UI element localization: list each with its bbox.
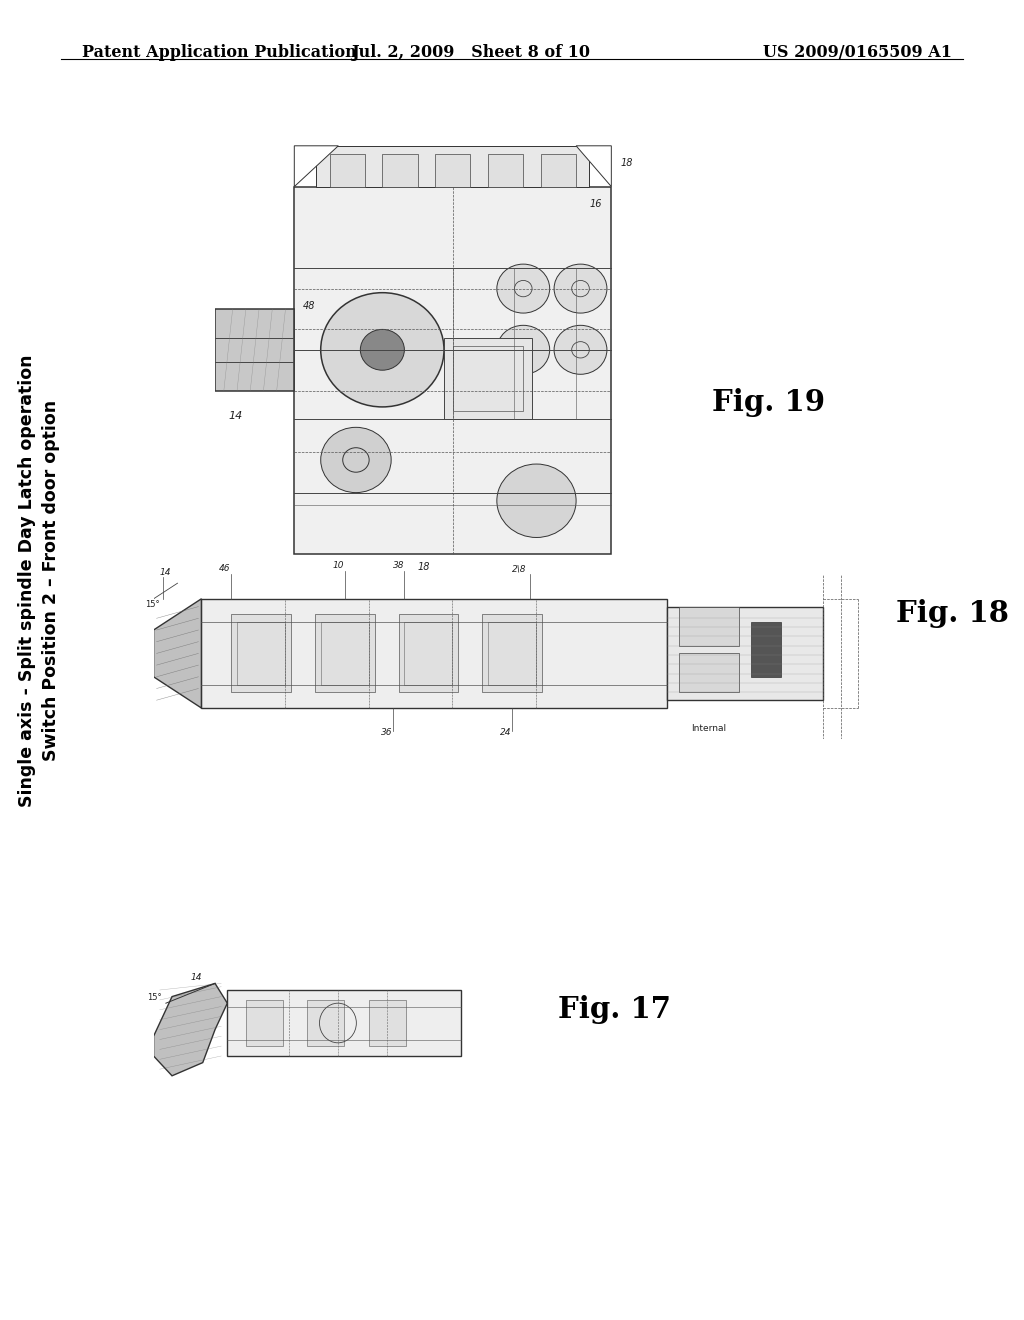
- Bar: [202, 599, 668, 708]
- Text: Fig. 19: Fig. 19: [712, 388, 824, 417]
- Bar: [751, 622, 780, 677]
- Text: 18: 18: [418, 562, 430, 572]
- Text: 24: 24: [500, 729, 512, 738]
- Circle shape: [321, 428, 391, 492]
- Bar: [330, 154, 365, 186]
- Bar: [398, 614, 459, 693]
- Circle shape: [497, 465, 577, 537]
- Text: 36: 36: [381, 729, 392, 738]
- Bar: [316, 145, 590, 186]
- Text: Jul. 2, 2009   Sheet 8 of 10: Jul. 2, 2009 Sheet 8 of 10: [351, 44, 591, 61]
- Bar: [435, 154, 470, 186]
- Text: 46: 46: [219, 565, 230, 573]
- Circle shape: [554, 325, 607, 375]
- Text: US 2009/0165509 A1: US 2009/0165509 A1: [763, 44, 952, 61]
- Bar: [382, 154, 418, 186]
- Text: 16: 16: [590, 199, 602, 209]
- Bar: [246, 1001, 283, 1045]
- Bar: [668, 607, 822, 700]
- Bar: [679, 653, 739, 693]
- Circle shape: [497, 325, 550, 375]
- Bar: [488, 154, 523, 186]
- Text: Fig. 18: Fig. 18: [896, 599, 1009, 628]
- Bar: [541, 154, 577, 186]
- Polygon shape: [154, 599, 202, 708]
- Text: Single axis - Split spindle Day Latch operation
Switch Position 2 – Front door o: Single axis - Split spindle Day Latch op…: [18, 355, 59, 807]
- Bar: [227, 990, 461, 1056]
- Text: 2\8: 2\8: [512, 565, 526, 573]
- Polygon shape: [577, 145, 611, 186]
- Bar: [307, 1001, 344, 1045]
- Bar: [231, 614, 291, 693]
- Bar: [215, 309, 294, 391]
- Polygon shape: [154, 983, 227, 1076]
- Text: 14: 14: [160, 569, 171, 577]
- Circle shape: [497, 264, 550, 313]
- Text: 48: 48: [303, 301, 315, 312]
- Text: 18: 18: [621, 158, 633, 168]
- Bar: [679, 607, 739, 645]
- Bar: [294, 186, 611, 554]
- Bar: [369, 1001, 406, 1045]
- Text: 14: 14: [228, 411, 243, 421]
- Circle shape: [321, 293, 444, 407]
- Text: 15°: 15°: [147, 993, 162, 1002]
- Text: 14: 14: [190, 973, 202, 982]
- Text: Internal: Internal: [691, 725, 726, 734]
- Bar: [315, 614, 375, 693]
- Bar: [321, 622, 369, 685]
- Bar: [488, 622, 536, 685]
- Text: Patent Application Publication: Patent Application Publication: [82, 44, 356, 61]
- Circle shape: [554, 264, 607, 313]
- Bar: [238, 622, 285, 685]
- Bar: [404, 622, 453, 685]
- Text: 38: 38: [392, 561, 404, 570]
- Bar: [444, 338, 532, 420]
- Polygon shape: [294, 145, 338, 186]
- Text: 10: 10: [333, 561, 344, 570]
- Text: 15°: 15°: [144, 599, 160, 609]
- Bar: [453, 346, 523, 411]
- Circle shape: [360, 330, 404, 370]
- Bar: [482, 614, 542, 693]
- Text: Fig. 17: Fig. 17: [558, 995, 671, 1024]
